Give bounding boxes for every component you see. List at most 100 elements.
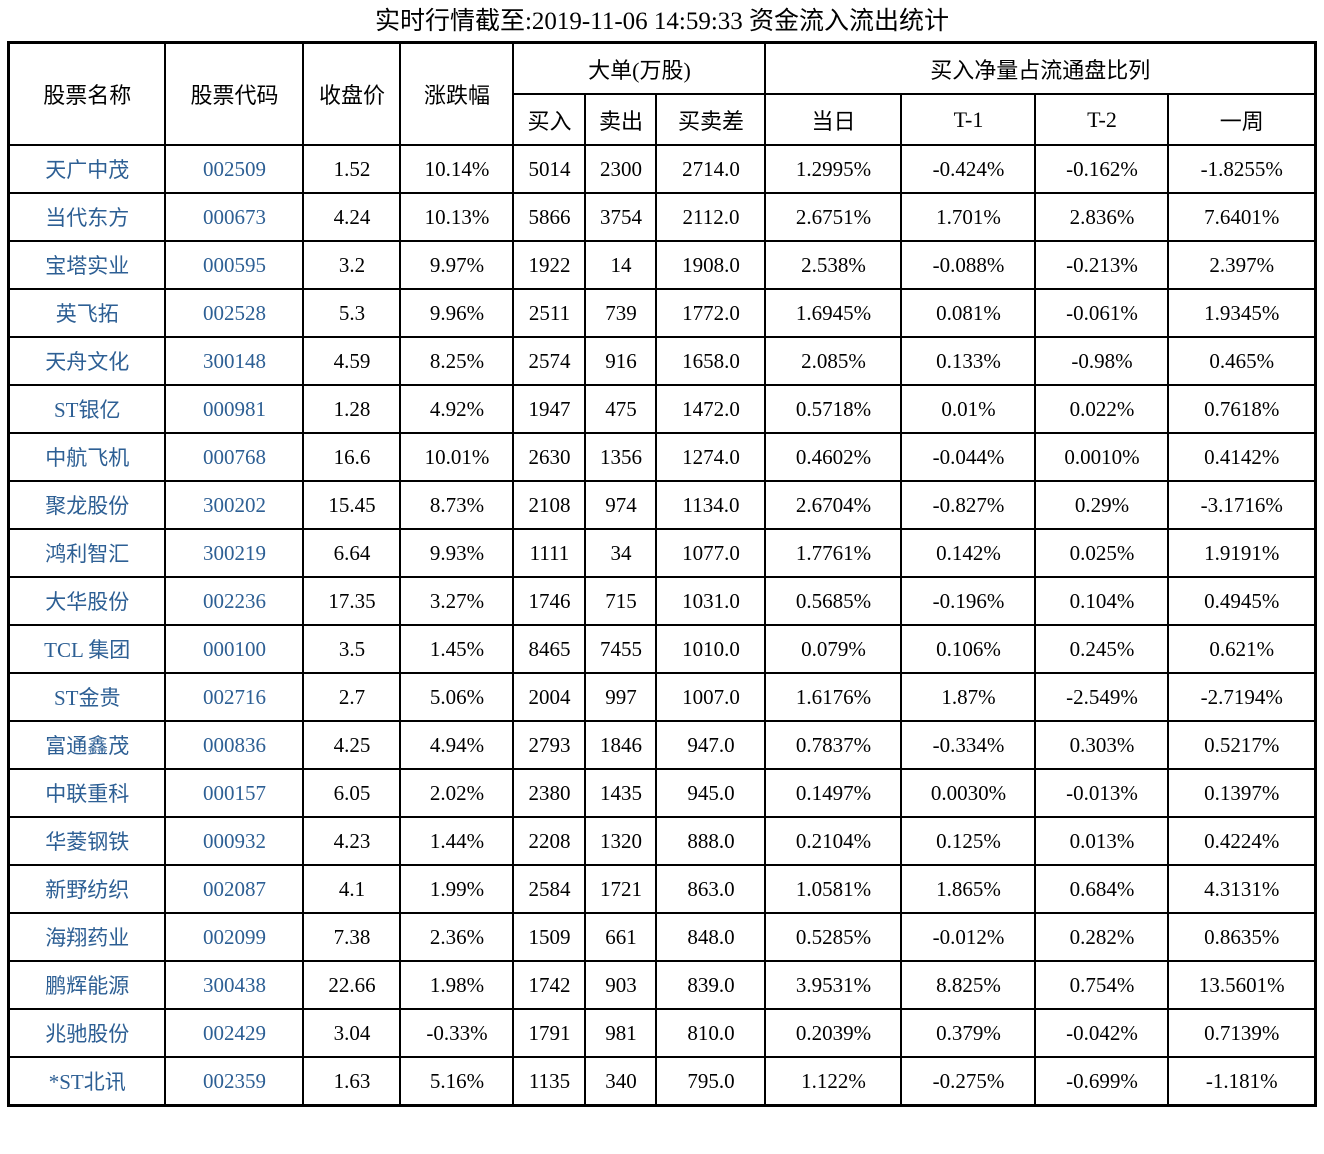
stock-name-cell: 中航飞机 <box>7 432 167 482</box>
change-pct-cell: 4.92% <box>399 384 515 434</box>
net-ratio-week-cell: 0.5217% <box>1167 720 1317 770</box>
net-ratio-day-cell: 2.6704% <box>764 480 903 530</box>
buy-sell-diff-cell: 1274.0 <box>655 432 767 482</box>
net-ratio-week-cell: 0.621% <box>1167 624 1317 674</box>
close-price-cell: 1.52 <box>302 144 402 194</box>
close-price-cell: 1.63 <box>302 1056 402 1107</box>
buy-sell-diff-cell: 945.0 <box>655 768 767 818</box>
big-order-sell-cell: 1846 <box>584 720 658 770</box>
stock-name-cell: 华菱钢铁 <box>7 816 167 866</box>
close-price-cell: 4.59 <box>302 336 402 386</box>
close-price-cell: 5.3 <box>302 288 402 338</box>
net-ratio-day-cell: 1.0581% <box>764 864 903 914</box>
header-row-groups: 股票名称 股票代码 收盘价 涨跌幅 大单(万股) 买入净量占流通盘比列 <box>7 41 1317 146</box>
net-ratio-t2-cell: 0.025% <box>1034 528 1170 578</box>
change-pct-cell: 9.93% <box>399 528 515 578</box>
net-ratio-day-cell: 0.5685% <box>764 576 903 626</box>
buy-sell-diff-cell: 1077.0 <box>655 528 767 578</box>
net-ratio-week-cell: 0.465% <box>1167 336 1317 386</box>
net-ratio-t1-cell: -0.827% <box>900 480 1037 530</box>
net-ratio-t1-cell: -0.196% <box>900 576 1037 626</box>
stock-code-cell: 000595 <box>164 240 305 290</box>
table-row: 天广中茂 002509 1.52 10.14% 5014 2300 2714.0 1.2995… <box>7 144 1317 194</box>
net-ratio-week-cell: 0.4142% <box>1167 432 1317 482</box>
net-ratio-day-cell: 0.5285% <box>764 912 903 962</box>
big-order-sell-cell: 14 <box>584 240 658 290</box>
net-ratio-t2-cell: 0.022% <box>1034 384 1170 434</box>
stock-code-cell: 000932 <box>164 816 305 866</box>
change-pct-cell: 3.27% <box>399 576 515 626</box>
net-ratio-t1-cell: 0.01% <box>900 384 1037 434</box>
table-row: 海翔药业 002099 7.38 2.36% 1509 661 848.0 0.5285% -0… <box>7 912 1317 962</box>
net-ratio-t1-cell: 0.0030% <box>900 768 1037 818</box>
net-ratio-day-cell: 1.7761% <box>764 528 903 578</box>
change-pct-cell: 10.14% <box>399 144 515 194</box>
col-header-t1: T-1 <box>900 93 1037 146</box>
net-ratio-t2-cell: 0.0010% <box>1034 432 1170 482</box>
stock-name-cell: 宝塔实业 <box>7 240 167 290</box>
net-ratio-t1-cell: 0.106% <box>900 624 1037 674</box>
net-ratio-t2-cell: -0.162% <box>1034 144 1170 194</box>
net-ratio-week-cell: -2.7194% <box>1167 672 1317 722</box>
stock-name-cell: 新野纺织 <box>7 864 167 914</box>
big-order-sell-cell: 903 <box>584 960 658 1010</box>
net-ratio-week-cell: 0.4945% <box>1167 576 1317 626</box>
table-row: 兆驰股份 002429 3.04 -0.33% 1791 981 810.0 0.2039% 0… <box>7 1008 1317 1058</box>
big-order-buy-cell: 2511 <box>512 288 587 338</box>
net-ratio-t2-cell: 0.684% <box>1034 864 1170 914</box>
net-ratio-week-cell: 2.397% <box>1167 240 1317 290</box>
table-row: 天舟文化 300148 4.59 8.25% 2574 916 1658.0 2.085% 0.… <box>7 336 1317 386</box>
change-pct-cell: 1.99% <box>399 864 515 914</box>
stock-code-cell: 000100 <box>164 624 305 674</box>
buy-sell-diff-cell: 848.0 <box>655 912 767 962</box>
big-order-buy-cell: 2108 <box>512 480 587 530</box>
net-ratio-day-cell: 0.079% <box>764 624 903 674</box>
change-pct-cell: 1.44% <box>399 816 515 866</box>
col-group-big-order: 大单(万股) <box>512 41 767 95</box>
close-price-cell: 16.6 <box>302 432 402 482</box>
col-group-net-ratio: 买入净量占流通盘比列 <box>764 41 1317 95</box>
buy-sell-diff-cell: 1031.0 <box>655 576 767 626</box>
big-order-sell-cell: 739 <box>584 288 658 338</box>
stock-code-cell: 300202 <box>164 480 305 530</box>
big-order-sell-cell: 974 <box>584 480 658 530</box>
big-order-buy-cell: 5866 <box>512 192 587 242</box>
net-ratio-t1-cell: 0.081% <box>900 288 1037 338</box>
table-row: 大华股份 002236 17.35 3.27% 1746 715 1031.0 0.5685%… <box>7 576 1317 626</box>
net-ratio-day-cell: 0.7837% <box>764 720 903 770</box>
net-ratio-day-cell: 2.538% <box>764 240 903 290</box>
stock-name-cell: TCL 集团 <box>7 624 167 674</box>
stock-code-cell: 000836 <box>164 720 305 770</box>
big-order-buy-cell: 8465 <box>512 624 587 674</box>
close-price-cell: 4.23 <box>302 816 402 866</box>
close-price-cell: 7.38 <box>302 912 402 962</box>
big-order-buy-cell: 1947 <box>512 384 587 434</box>
big-order-buy-cell: 1742 <box>512 960 587 1010</box>
stock-code-cell: 300219 <box>164 528 305 578</box>
stock-table: 股票名称 股票代码 收盘价 涨跌幅 大单(万股) 买入净量占流通盘比列 买入 卖… <box>6 41 1317 1107</box>
table-row: 华菱钢铁 000932 4.23 1.44% 2208 1320 888.0 0.2104% 0… <box>7 816 1317 866</box>
net-ratio-t2-cell: 0.754% <box>1034 960 1170 1010</box>
close-price-cell: 2.7 <box>302 672 402 722</box>
stock-code-cell: 002099 <box>164 912 305 962</box>
big-order-sell-cell: 661 <box>584 912 658 962</box>
stock-name-cell: 聚龙股份 <box>7 480 167 530</box>
stock-code-cell: 000673 <box>164 192 305 242</box>
close-price-cell: 6.05 <box>302 768 402 818</box>
change-pct-cell: 8.73% <box>399 480 515 530</box>
net-ratio-t2-cell: 2.836% <box>1034 192 1170 242</box>
net-ratio-t1-cell: -0.334% <box>900 720 1037 770</box>
big-order-sell-cell: 1356 <box>584 432 658 482</box>
stock-code-cell: 002359 <box>164 1056 305 1107</box>
big-order-buy-cell: 2380 <box>512 768 587 818</box>
col-header-stock-name: 股票名称 <box>7 41 167 146</box>
change-pct-cell: 2.02% <box>399 768 515 818</box>
close-price-cell: 22.66 <box>302 960 402 1010</box>
stock-name-cell: 鸿利智汇 <box>7 528 167 578</box>
col-header-close-price: 收盘价 <box>302 41 402 146</box>
col-header-change-pct: 涨跌幅 <box>399 41 515 146</box>
change-pct-cell: 1.98% <box>399 960 515 1010</box>
net-ratio-t2-cell: 0.282% <box>1034 912 1170 962</box>
table-row: TCL 集团 000100 3.5 1.45% 8465 7455 1010.0 0.079%… <box>7 624 1317 674</box>
